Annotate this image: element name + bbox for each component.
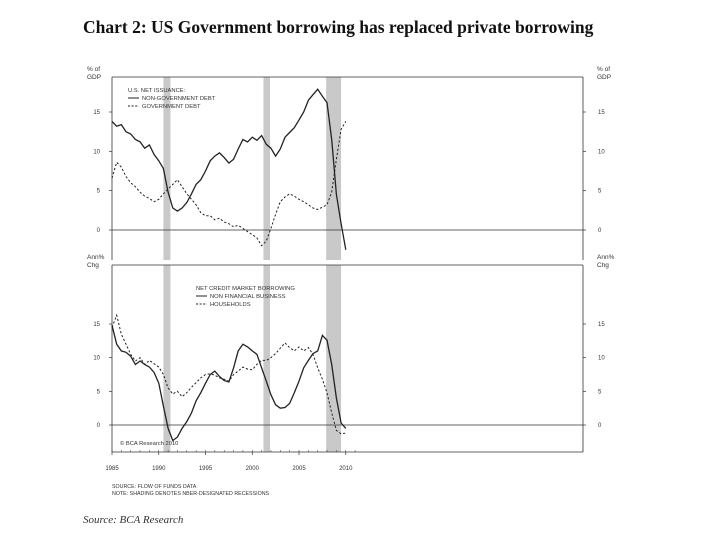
legend-label: NON-GOVERNMENT DEBT <box>142 96 216 102</box>
legend-title: U.S. NET ISSUANCE: <box>128 88 186 94</box>
chart-title: Chart 2: US Government borrowing has rep… <box>83 17 594 37</box>
y-tick-label-right: 10 <box>598 356 605 362</box>
series-lines-layer <box>111 88 347 442</box>
x-tick-label: 2000 <box>246 466 260 472</box>
y-tick-label-left: 10 <box>93 356 100 362</box>
y-tick-label-right: 10 <box>598 149 605 155</box>
y-tick-label-right: 0 <box>598 423 602 429</box>
left-axis-unit-label: % of <box>87 66 100 73</box>
legend-layer: U.S. NET ISSUANCE: NON-GOVERNMENT DEBT GOV… <box>128 88 295 308</box>
left-axis-unit-label: GDP <box>87 74 101 81</box>
y-tick-label-right: 5 <box>598 389 602 395</box>
footnote: NOTE: SHADING DENOTES NBER-DESIGNATED RE… <box>112 491 270 497</box>
series-line-non-government-debt <box>111 88 347 250</box>
x-tick-label: 1985 <box>105 466 119 472</box>
chart-frame <box>111 76 584 453</box>
left-axis-unit-label: Ann% <box>87 254 105 261</box>
y-tick-label-left: 5 <box>97 189 101 195</box>
footnote: SOURCE: FLOW OF FUNDS DATA <box>112 484 197 490</box>
x-tick-label: 1990 <box>152 466 166 472</box>
recession-shading-layer <box>163 77 342 452</box>
right-axis-unit-label: % of <box>597 66 610 73</box>
source-note: Source: BCA Research <box>83 514 184 526</box>
right-axis-unit-label: GDP <box>597 74 611 81</box>
copyright-annotation: © BCA Research 2010 <box>120 440 178 447</box>
recession-band <box>163 77 171 260</box>
y-tick-label-left: 0 <box>97 423 101 429</box>
series-line-government-debt <box>111 121 347 247</box>
legend-label: HOUSEHOLDS <box>210 302 251 308</box>
legend-title: NET CREDIT MARKET BORROWING <box>196 286 295 292</box>
y-tick-label-left: 15 <box>93 322 100 328</box>
recession-band <box>263 265 271 452</box>
series-line-households <box>111 313 346 435</box>
y-tick-label-right: 0 <box>598 228 602 234</box>
y-tick-label-left: 5 <box>97 389 101 395</box>
left-axis-unit-label: Chg <box>87 262 99 269</box>
x-tick-label: 2005 <box>292 466 306 472</box>
y-tick-label-left: 0 <box>97 228 101 234</box>
y-tick-label-left: 15 <box>93 110 100 116</box>
recession-band <box>326 265 342 452</box>
legend-label: NON FINANCIAL BUSINESS <box>210 294 286 300</box>
recession-band <box>263 77 271 260</box>
y-tick-label-left: 10 <box>93 149 100 155</box>
recession-band <box>163 265 171 452</box>
right-axis-unit-label: Chg <box>597 262 609 269</box>
series-line-non-financial-business <box>111 325 347 442</box>
y-tick-label-right: 5 <box>598 189 602 195</box>
axis-ticks-layer <box>109 111 586 455</box>
x-tick-label: 1995 <box>199 466 213 472</box>
y-tick-label-right: 15 <box>598 322 605 328</box>
y-tick-label-right: 15 <box>598 110 605 116</box>
right-axis-unit-label: Ann% <box>597 254 615 261</box>
legend-label: GOVERNMENT DEBT <box>142 104 201 110</box>
x-tick-label: 2010 <box>339 466 353 472</box>
